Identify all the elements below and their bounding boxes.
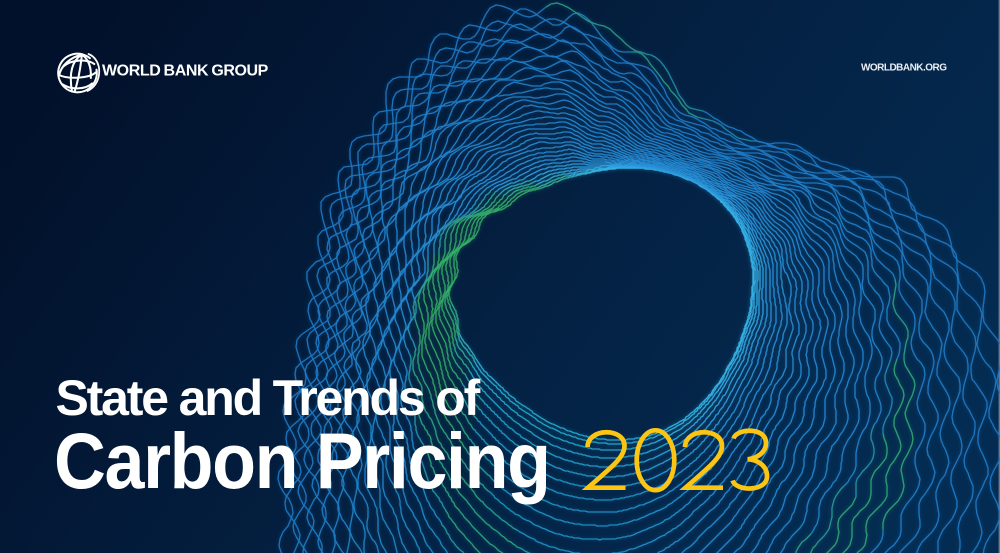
svg-text:WORLD BANK GROUP: WORLD BANK GROUP: [102, 62, 269, 79]
svg-text:WORLDBANK.ORG: WORLDBANK.ORG: [861, 63, 947, 74]
